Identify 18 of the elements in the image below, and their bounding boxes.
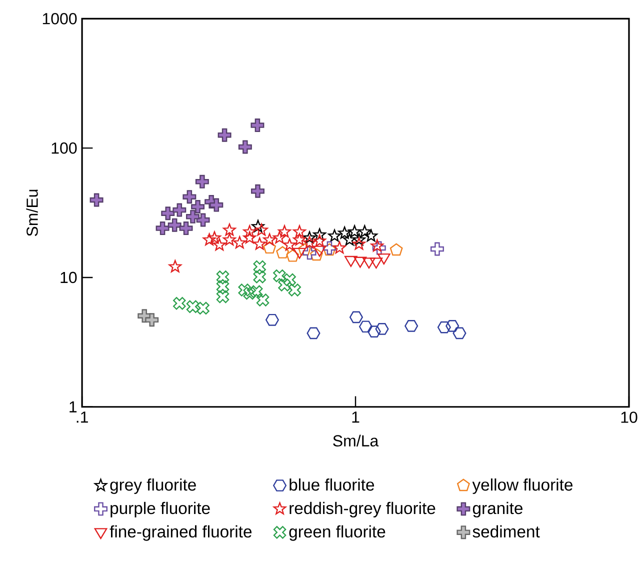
legend-label: sediment	[472, 525, 540, 538]
legend-label: blue fluorite	[290, 478, 374, 491]
y-tick-label: 100	[52, 142, 77, 154]
legend-label: purple fluorite	[110, 502, 210, 518]
x-tick-label: 1	[352, 411, 360, 422]
legend-label: grey fluorite	[110, 478, 196, 494]
x-tick-label: 10	[621, 411, 638, 423]
y-tick-label: 1	[70, 401, 77, 412]
y-tick-label: 1000	[42, 12, 77, 24]
legend-label: yellow fluorite	[472, 478, 572, 494]
y-axis-title: Sm/Eu	[26, 190, 38, 236]
x-axis-title: Sm/La	[333, 434, 379, 446]
legend-label: reddish-grey fluorite	[290, 502, 436, 518]
legend-label: fine-grained fluorite	[110, 525, 252, 541]
x-tick-label: .1	[76, 411, 88, 422]
legend-label: granite	[472, 502, 522, 518]
legend-label: green fluorite	[289, 525, 386, 541]
y-tick-label: 10	[60, 272, 77, 283]
